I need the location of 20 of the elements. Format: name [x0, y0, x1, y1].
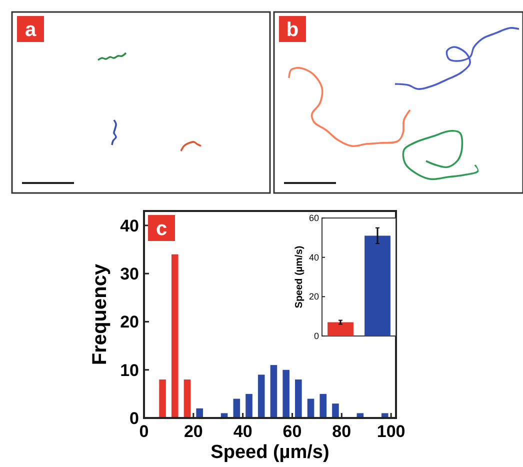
y-tick-label: 10: [120, 360, 139, 380]
x-tick-label: 20: [184, 422, 203, 441]
x-tick-label: 60: [282, 422, 302, 441]
text: a: [24, 19, 37, 41]
x-tick-label: 40: [233, 422, 252, 441]
y-tick-label: 0: [130, 409, 139, 428]
text: b: [286, 19, 299, 41]
x-tick-label: 80: [332, 422, 352, 441]
x-axis-title: Speed (µm/s): [210, 442, 330, 463]
x-tick-label: 100: [376, 422, 406, 441]
y-axis-title: Frequency: [89, 263, 111, 366]
chart-title: c: [156, 218, 168, 240]
y-tick-label: 0: [314, 331, 319, 341]
y-tick-label: 40: [120, 216, 139, 236]
y-tick-label: 20: [308, 292, 319, 302]
y-tick-label: 20: [120, 312, 139, 332]
y-tick-label: 30: [120, 264, 139, 284]
y-tick-label: 40: [308, 252, 319, 262]
y-tick-label: 60: [308, 213, 319, 223]
y-axis-title: Speed (µm/s): [294, 246, 305, 308]
